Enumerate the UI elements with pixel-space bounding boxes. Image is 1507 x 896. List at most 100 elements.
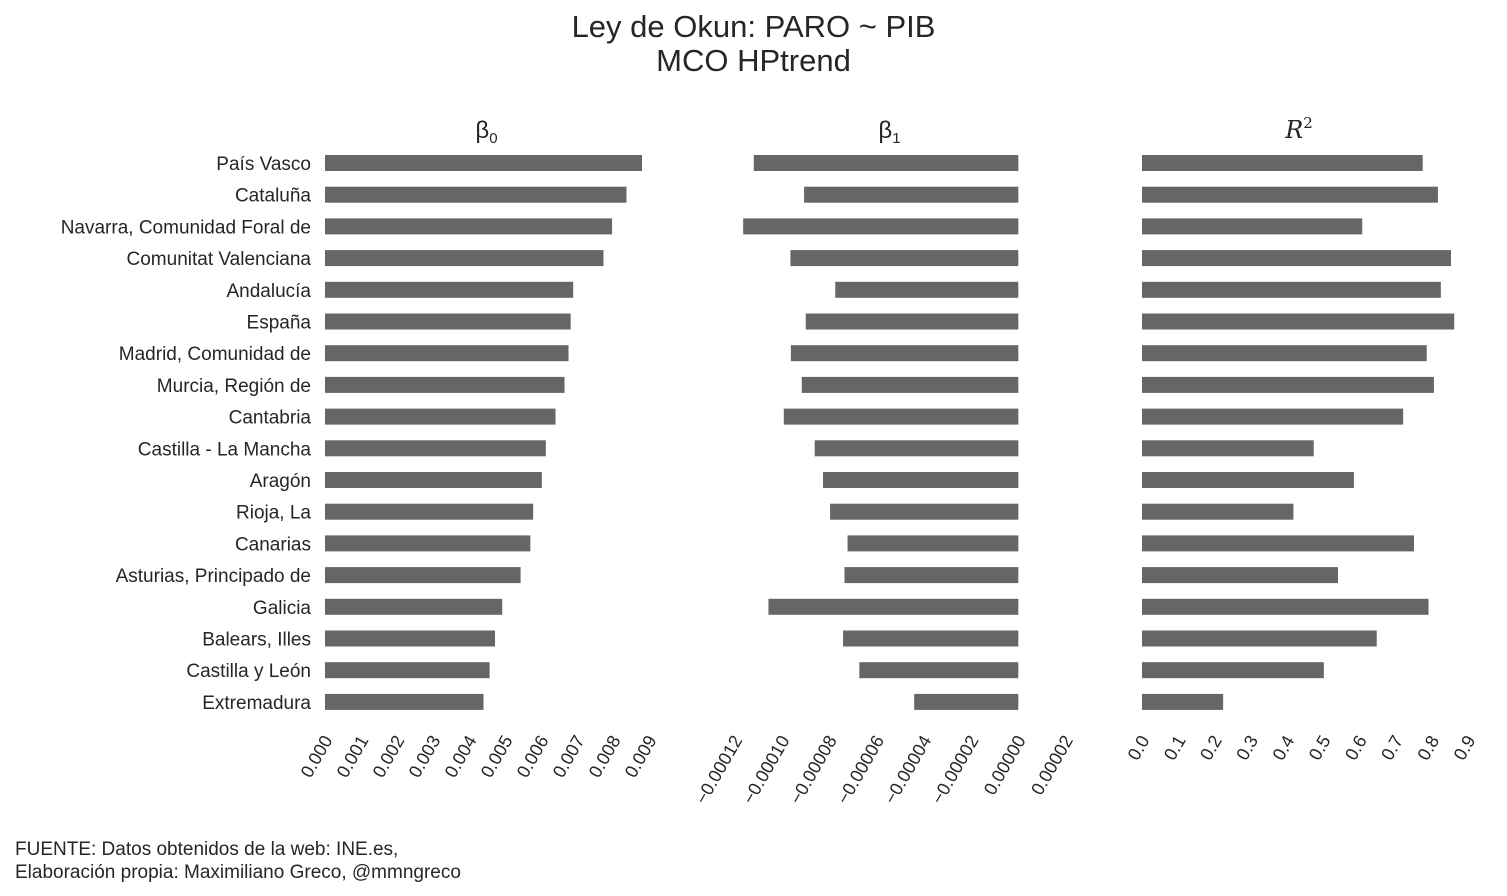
chart-title-line-1: Ley de Okun: PARO ~ PIB	[571, 9, 936, 44]
bar-p3-11	[1142, 472, 1354, 488]
category-label: Balears, Illes	[202, 630, 311, 651]
bar-p3-14	[1142, 567, 1338, 584]
bar-p3-6	[1142, 313, 1455, 330]
source-footer-line-2: Elaboración propia: Maximiliano Greco, @…	[15, 862, 461, 883]
bar-p2-4	[790, 250, 1019, 267]
bar-p1-14	[325, 567, 521, 584]
tick-label-p1: 0.001	[333, 732, 373, 781]
source-footer-line-1: FUENTE: Datos obtenidos de la web: INE.e…	[15, 839, 399, 860]
bar-p1-13	[325, 535, 531, 552]
category-label: Aragón	[250, 471, 311, 492]
bar-p3-3	[1142, 218, 1363, 235]
bar-p3-18	[1142, 693, 1224, 710]
category-label: Castilla y León	[186, 661, 311, 682]
bar-p1-12	[325, 503, 534, 520]
category-label: Extremadura	[202, 693, 311, 714]
bar-p2-1	[753, 155, 1019, 171]
bar-p1-16	[325, 630, 496, 647]
tick-label-p1: 0.002	[369, 732, 409, 781]
bar-p2-8	[801, 376, 1019, 393]
category-label: Canarias	[235, 534, 311, 555]
tick-label-p1: 0.006	[513, 732, 553, 781]
bar-p1-10	[325, 440, 546, 457]
bar-p2-9	[783, 408, 1019, 425]
tick-label-p3: 0.1	[1160, 732, 1190, 764]
bar-p2-18	[914, 693, 1019, 710]
bar-p1-7	[325, 345, 569, 362]
category-label: Navarra, Comunidad Foral de	[61, 217, 311, 238]
tick-label-p3: 0.0	[1124, 732, 1154, 764]
tick-label-p2: 0.00000	[980, 732, 1030, 798]
category-label: Galicia	[253, 598, 312, 619]
bar-p3-13	[1142, 535, 1415, 552]
chart-title-line-2: MCO HPtrend	[656, 43, 851, 78]
tick-label-p3: 0.6	[1341, 732, 1371, 764]
tick-label-p1: 0.005	[477, 732, 517, 781]
tick-label-p3: 0.2	[1196, 732, 1226, 764]
bar-p2-14	[844, 567, 1019, 584]
tick-label-p3: 0.8	[1413, 732, 1443, 764]
tick-label-p1: 0.007	[549, 732, 589, 781]
tick-label-p1: 0.009	[621, 732, 661, 781]
tick-label-p2: −0.00012	[691, 732, 746, 807]
tick-label-p1: 0.008	[585, 732, 625, 781]
category-label: Andalucía	[226, 281, 311, 302]
category-label: Rioja, La	[236, 503, 311, 524]
tick-label-p3: 0.7	[1377, 732, 1407, 764]
bar-p1-4	[325, 250, 604, 267]
bar-p3-5	[1142, 281, 1441, 298]
bar-p2-16	[843, 630, 1019, 647]
bar-p1-15	[325, 598, 503, 615]
tick-label-p1: 0.003	[405, 732, 445, 781]
bar-p1-8	[325, 376, 565, 393]
tick-label-p2: −0.00002	[927, 732, 982, 807]
tick-label-p3: 0.3	[1232, 732, 1262, 764]
tick-label-p2: 0.00002	[1027, 732, 1077, 798]
tick-label-p1: 0.004	[441, 732, 481, 781]
tick-label-p2: −0.00010	[738, 732, 793, 807]
bar-p2-7	[790, 345, 1019, 362]
tick-label-p3: 0.4	[1269, 732, 1299, 764]
bar-p3-16	[1142, 630, 1377, 647]
bar-p1-1	[325, 155, 642, 171]
bar-p3-15	[1142, 598, 1429, 615]
source-footer: FUENTE: Datos obtenidos de la web: INE.e…	[15, 838, 461, 884]
bar-p2-17	[859, 662, 1019, 679]
bar-p1-2	[325, 186, 627, 203]
bar-p3-1	[1142, 155, 1423, 171]
category-label: Cataluña	[235, 186, 311, 207]
bar-p1-6	[325, 313, 571, 330]
tick-label-p2: −0.00006	[833, 732, 888, 807]
bar-p3-2	[1142, 186, 1438, 203]
bar-p3-12	[1142, 503, 1294, 520]
category-label: Madrid, Comunidad de	[119, 344, 311, 365]
panel-title-2: β1	[878, 117, 900, 147]
bar-p1-9	[325, 408, 556, 425]
bar-p1-11	[325, 472, 542, 488]
category-label: Castilla - La Mancha	[138, 439, 312, 460]
bar-p3-10	[1142, 440, 1314, 457]
bar-p2-15	[768, 598, 1019, 615]
category-label: España	[247, 313, 312, 334]
tick-label-p3: 0.5	[1305, 732, 1335, 764]
bar-p2-3	[743, 218, 1019, 235]
bar-p3-9	[1142, 408, 1404, 425]
category-label: País Vasco	[216, 154, 311, 175]
panel-title-1: β0	[475, 117, 497, 147]
bar-p2-6	[805, 313, 1019, 330]
category-label: Cantabria	[229, 408, 312, 429]
category-label: Comunitat Valenciana	[127, 249, 312, 270]
bar-p2-10	[814, 440, 1019, 457]
chart-title: Ley de Okun: PARO ~ PIB MCO HPtrend	[0, 10, 1507, 78]
bar-p3-17	[1142, 662, 1324, 679]
bar-p2-5	[835, 281, 1019, 298]
tick-label-p2: −0.00004	[880, 732, 935, 807]
category-label: Asturias, Principado de	[116, 566, 311, 587]
bar-p1-17	[325, 662, 490, 679]
bar-p3-7	[1142, 345, 1427, 362]
bar-p1-5	[325, 281, 574, 298]
bar-p3-8	[1142, 376, 1434, 393]
bar-p1-3	[325, 218, 613, 235]
bar-p1-18	[325, 693, 484, 710]
